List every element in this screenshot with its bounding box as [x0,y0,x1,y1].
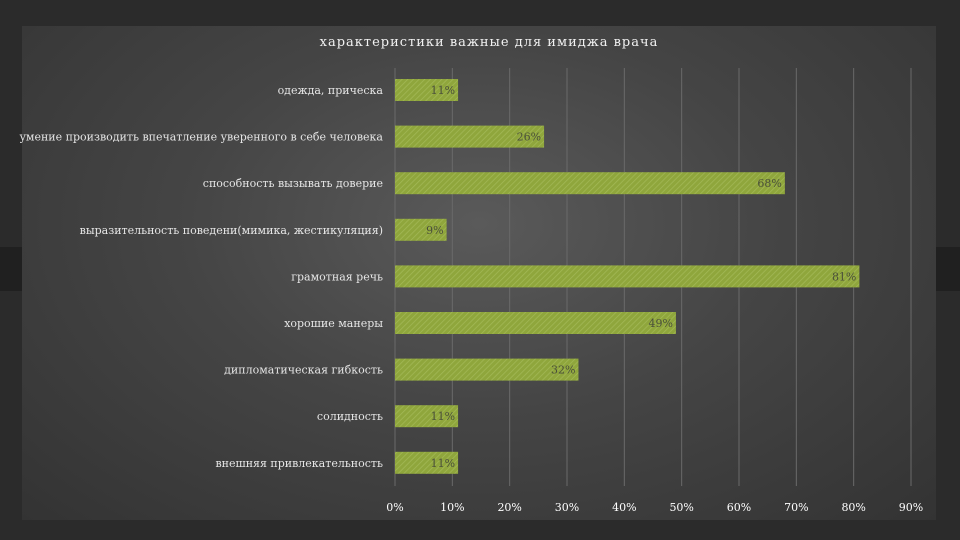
decorative-band-right [936,247,960,291]
bar [395,312,676,334]
data-label: 49% [648,317,672,330]
chart-title: характеристики важные для имиджа врача [320,35,659,50]
bar [395,125,545,148]
data-label: 32% [551,364,575,377]
category-label: способность вызывать доверие [203,177,383,190]
x-tick-label: 90% [899,501,923,514]
category-label: дипломатическая гибкость [224,364,383,377]
category-labels: одежда, прическа умение производить впеча… [19,84,383,470]
category-label: выразительность поведени(мимика, жестику… [80,224,383,237]
data-label: 68% [757,177,781,190]
x-tick-label: 30% [555,501,579,514]
data-label: 11% [431,410,455,423]
value-labels: 11% 26% 68% 9% 81% 49% 32% 11% 11% [426,84,856,470]
bar [395,358,579,381]
category-label: хорошие манеры [284,317,383,330]
data-label: 11% [431,457,455,470]
data-label: 81% [832,270,856,283]
x-tick-label: 50% [669,501,693,514]
x-tick-label: 0% [386,501,403,514]
category-label: одежда, прическа [278,84,384,97]
x-tick-label: 10% [440,501,464,514]
x-tick-label: 60% [727,501,751,514]
category-label: грамотная речь [291,270,383,283]
category-label: внешняя привлекательность [215,457,383,470]
bar [395,265,860,288]
x-tick-label: 70% [784,501,808,514]
bar [395,451,459,474]
bar [395,405,459,428]
data-label: 26% [517,131,541,144]
decorative-band-left [0,247,22,291]
x-tick-label: 20% [497,501,521,514]
bars [395,79,860,474]
data-label: 11% [431,84,455,97]
bar [395,172,785,195]
x-tick-label: 40% [612,501,636,514]
data-label: 9% [426,224,443,237]
x-axis-ticks: 0% 10% 20% 30% 40% 50% 60% 70% 80% 90% [386,501,923,514]
bar [395,218,447,241]
category-label: умение производить впечатление уверенног… [19,131,383,144]
x-tick-label: 80% [841,501,865,514]
bar [395,79,459,101]
category-label: солидность [317,410,383,423]
